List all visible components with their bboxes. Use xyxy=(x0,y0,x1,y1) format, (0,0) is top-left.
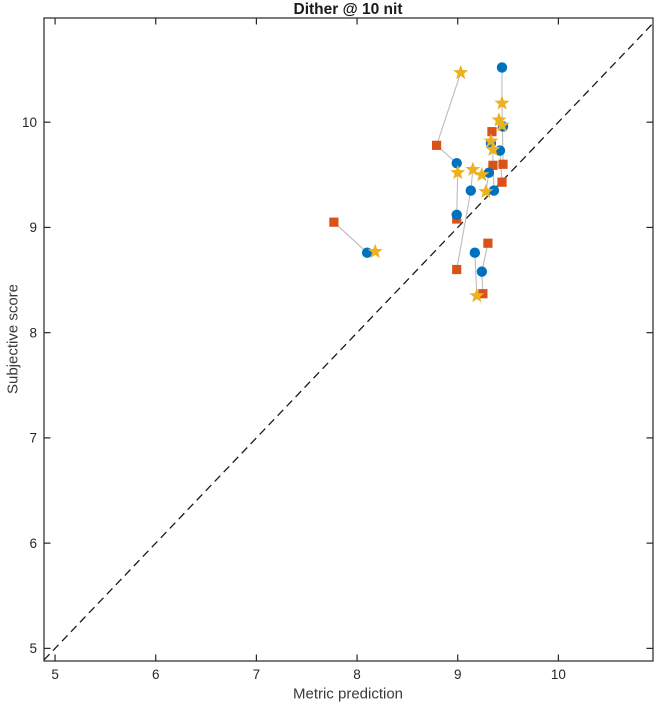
data-point-star xyxy=(478,183,494,199)
data-point-star xyxy=(491,112,507,127)
x-tick-label: 7 xyxy=(253,667,261,682)
data-point-star xyxy=(450,164,466,180)
y-axis-label: Subjective score xyxy=(4,283,22,395)
y-tick-label: 8 xyxy=(29,325,37,340)
data-point-circle xyxy=(476,266,488,277)
connector-line xyxy=(333,221,368,254)
data-point-star xyxy=(367,243,383,259)
data-point-circle xyxy=(496,62,508,73)
data-point-star xyxy=(485,141,501,156)
data-point-square xyxy=(431,140,442,150)
x-tick-label: 6 xyxy=(152,667,160,682)
data-point-star xyxy=(483,133,499,148)
data-point-circle xyxy=(361,247,373,258)
identity-line xyxy=(43,22,654,661)
data-point-square xyxy=(452,264,462,275)
y-tick-label: 9 xyxy=(29,220,37,235)
connector-line xyxy=(474,252,478,296)
data-point-star xyxy=(453,64,469,80)
data-point-star xyxy=(465,161,481,176)
chart-title: Dither @ 10 nit xyxy=(293,1,403,18)
y-tick-label: 7 xyxy=(29,431,37,446)
x-axis-label: Metric prediction xyxy=(292,685,404,703)
data-point-circle xyxy=(469,247,481,258)
y-tick-label: 10 xyxy=(22,115,37,130)
x-tick-label: 10 xyxy=(551,667,566,682)
data-point-square xyxy=(483,238,493,248)
axes-box xyxy=(43,17,654,662)
data-point-circle xyxy=(465,185,477,196)
data-point-square xyxy=(497,177,507,187)
data-point-square xyxy=(329,217,339,227)
data-point-circle xyxy=(451,209,462,220)
data-point-star xyxy=(469,287,485,303)
x-tick-label: 8 xyxy=(353,667,361,682)
x-tick-label: 9 xyxy=(454,667,462,682)
y-tick-label: 5 xyxy=(29,641,37,656)
data-point-square xyxy=(488,160,498,170)
data-point-star xyxy=(494,95,510,110)
data-point-square xyxy=(487,127,497,137)
data-point-square xyxy=(498,159,508,169)
data-point-circle xyxy=(451,158,462,169)
x-tick-label: 5 xyxy=(51,667,59,682)
data-point-circle xyxy=(488,185,500,196)
y-tick-label: 6 xyxy=(29,536,37,551)
data-point-star xyxy=(474,166,490,182)
data-point-star xyxy=(494,117,510,132)
